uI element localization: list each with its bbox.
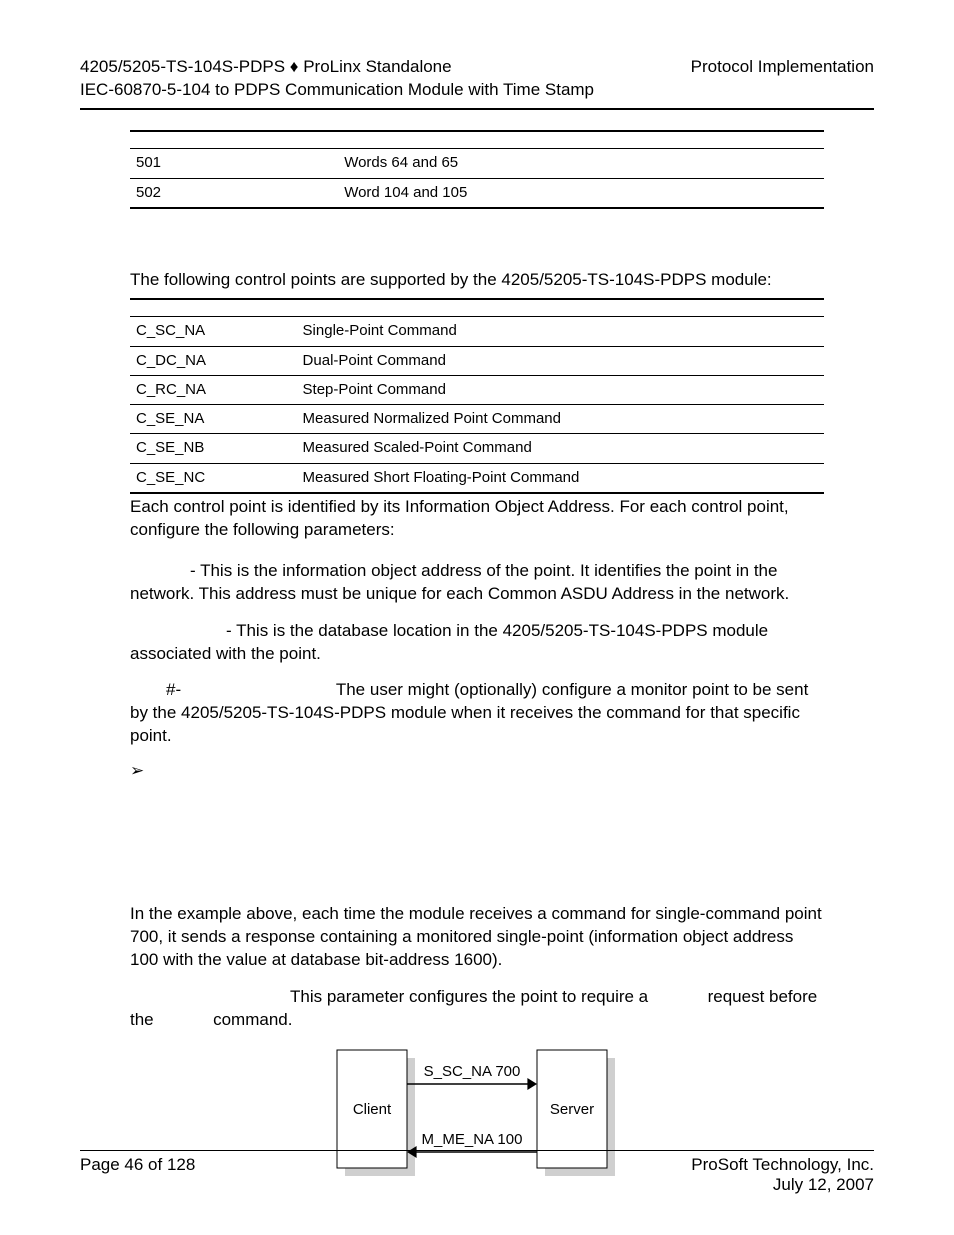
db-paragraph: - This is the database location in the 4… [130, 620, 824, 666]
footer-right-line1: ProSoft Technology, Inc. [691, 1155, 874, 1175]
header-left: 4205/5205-TS-104S-PDPS ♦ ProLinx Standal… [80, 56, 594, 102]
cell: 501 [130, 149, 338, 178]
table-row: C_SE_NAMeasured Normalized Point Command [130, 405, 824, 434]
footer-left: Page 46 of 128 [80, 1155, 195, 1195]
cell: 502 [130, 178, 338, 208]
page: 4205/5205-TS-104S-PDPS ♦ ProLinx Standal… [0, 0, 954, 1235]
bullet-row: ➢ [130, 760, 824, 783]
page-header: 4205/5205-TS-104S-PDPS ♦ ProLinx Standal… [80, 56, 874, 102]
point-paragraph: - This is the information object address… [130, 560, 824, 606]
cell: C_SE_NB [130, 434, 297, 463]
cell: C_RC_NA [130, 375, 297, 404]
header-left-line1-b: ProLinx Standalone [298, 57, 451, 76]
table-row: 501 Words 64 and 65 [130, 149, 824, 178]
monitor-paragraph: #- The user might (optionally) configure… [130, 679, 824, 748]
header-right: Protocol Implementation [691, 56, 874, 102]
cell: Words 64 and 65 [338, 149, 824, 178]
cell: Dual-Point Command [297, 346, 824, 375]
footer-right: ProSoft Technology, Inc. July 12, 2007 [691, 1155, 874, 1195]
footer-row: Page 46 of 128 ProSoft Technology, Inc. … [80, 1155, 874, 1195]
cell: C_SE_NC [130, 463, 297, 493]
require-paragraph: This parameter configures the point to r… [130, 986, 824, 1032]
svg-text:M_ME_NA 100: M_ME_NA 100 [422, 1131, 523, 1148]
require-c: command. [208, 1010, 292, 1029]
bullet-glyph-icon: ➢ [130, 760, 148, 783]
header-right-line1: Protocol Implementation [691, 56, 874, 79]
header-left-line1-a: 4205/5205-TS-104S-PDPS [80, 57, 290, 76]
cell: Single-Point Command [297, 317, 824, 346]
example-paragraph: In the example above, each time the modu… [130, 903, 824, 972]
footer-right-line2: July 12, 2007 [691, 1175, 874, 1195]
words-table: 501 Words 64 and 65 502 Word 104 and 105 [130, 130, 824, 209]
footer-rule [80, 1150, 874, 1151]
table-row: C_SE_NCMeasured Short Floating-Point Com… [130, 463, 824, 493]
cell: Measured Scaled-Point Command [297, 434, 824, 463]
table-row [130, 299, 824, 317]
header-rule [80, 108, 874, 110]
table-row: 502 Word 104 and 105 [130, 178, 824, 208]
table-row: C_SC_NASingle-Point Command [130, 317, 824, 346]
monitor-b: The user might (optionally) configure a … [130, 680, 808, 745]
svg-text:Client: Client [353, 1101, 392, 1118]
svg-text:Server: Server [550, 1101, 594, 1118]
require-a: This parameter configures the point to r… [290, 987, 653, 1006]
control-points-table: C_SC_NASingle-Point Command C_DC_NADual-… [130, 298, 824, 494]
table-row: C_DC_NADual-Point Command [130, 346, 824, 375]
svg-text:S_SC_NA 700: S_SC_NA 700 [424, 1063, 521, 1080]
intro-paragraph: The following control points are support… [130, 269, 824, 292]
cell: C_DC_NA [130, 346, 297, 375]
cell: C_SE_NA [130, 405, 297, 434]
cell: Measured Normalized Point Command [297, 405, 824, 434]
header-left-line1: 4205/5205-TS-104S-PDPS ♦ ProLinx Standal… [80, 56, 594, 79]
after-table2-para: Each control point is identified by its … [130, 496, 824, 542]
page-footer: Page 46 of 128 ProSoft Technology, Inc. … [80, 1150, 874, 1195]
cell: Step-Point Command [297, 375, 824, 404]
table-row: C_RC_NAStep-Point Command [130, 375, 824, 404]
header-left-line2: IEC-60870-5-104 to PDPS Communication Mo… [80, 79, 594, 102]
table-row [130, 131, 824, 149]
cell: C_SC_NA [130, 317, 297, 346]
cell: Word 104 and 105 [338, 178, 824, 208]
content-area: 501 Words 64 and 65 502 Word 104 and 105… [80, 130, 874, 1190]
table-row: C_SE_NBMeasured Scaled-Point Command [130, 434, 824, 463]
cell: Measured Short Floating-Point Command [297, 463, 824, 493]
monitor-a: #- [166, 680, 186, 699]
